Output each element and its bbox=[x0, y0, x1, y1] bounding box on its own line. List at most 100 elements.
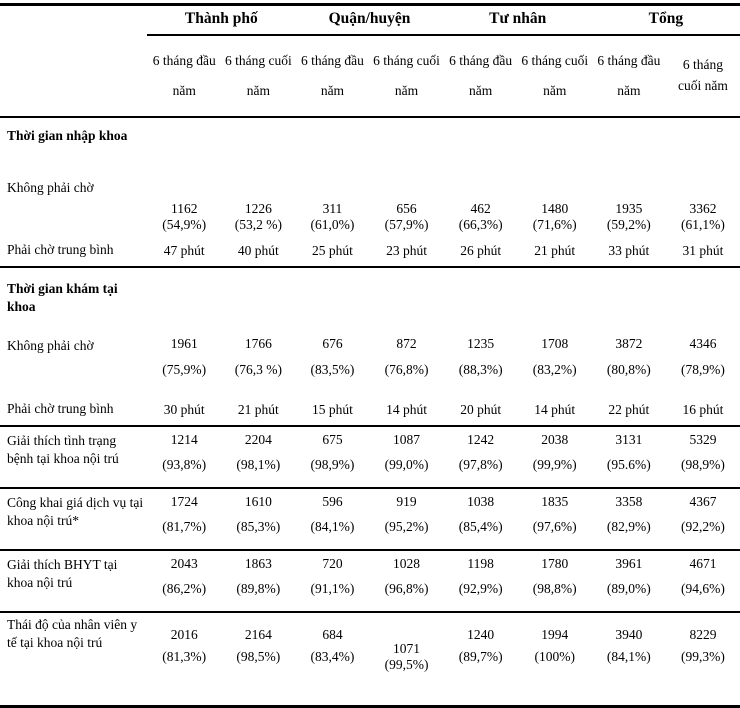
cell-percent: (85,4%) bbox=[458, 518, 503, 534]
cell-percent: (81,3%) bbox=[162, 648, 207, 664]
data-cell: 311 (61,0%) bbox=[295, 177, 369, 236]
cell-percent: (78,9%) bbox=[681, 361, 725, 377]
cell-percent: (98,9%) bbox=[681, 456, 725, 472]
data-cell: 1863 (89,8%) bbox=[221, 549, 296, 613]
cell-count: 3358 bbox=[615, 493, 643, 509]
subheader: 6 tháng cuối năm bbox=[665, 34, 740, 118]
cell-percent: (92,9%) bbox=[458, 580, 503, 596]
data-cell: 47 phút bbox=[147, 235, 222, 268]
data-cell: 16 phút bbox=[665, 394, 740, 427]
data-cell: 1214 (93,8%) bbox=[147, 425, 222, 489]
cell-count: 1480 bbox=[541, 200, 569, 216]
data-cell: 2164 (98,5%) bbox=[221, 612, 295, 707]
cell-count: 1235 bbox=[467, 335, 495, 351]
cell-count: 1994 bbox=[541, 626, 569, 642]
data-cell: 1071 (99,5%) bbox=[369, 612, 443, 707]
data-row: Giải thích BHYT tại khoa nội trú 2043 (86,… bbox=[0, 549, 740, 613]
data-cell: 3131 (95.6%) bbox=[591, 425, 666, 489]
data-cell: 23 phút bbox=[369, 235, 444, 268]
cell-percent: (97,8%) bbox=[458, 456, 503, 472]
group-header-tong: Tổng bbox=[591, 4, 740, 36]
data-cell: 21 phút bbox=[221, 394, 296, 427]
data-cell: 2043 (86,2%) bbox=[147, 549, 222, 613]
cell-percent: (76,3 %) bbox=[234, 361, 282, 377]
data-cell: 1162 (54,9%) bbox=[147, 177, 221, 236]
data-cell: 1198 (92,9%) bbox=[443, 549, 518, 613]
cell-count: 2164 bbox=[244, 626, 272, 642]
subheader: 6 tháng cuối năm bbox=[221, 34, 296, 118]
cell-percent: (80,8%) bbox=[606, 361, 651, 377]
cell-percent: (94,6%) bbox=[681, 580, 725, 596]
cell-count: 311 bbox=[322, 200, 343, 216]
cell-count: 3872 bbox=[615, 335, 643, 351]
cell-percent: (99,3%) bbox=[681, 648, 725, 664]
group-header-quan-huyen: Quận/huyện bbox=[295, 4, 444, 36]
data-cell: 14 phút bbox=[517, 394, 592, 427]
cell-count: 2043 bbox=[170, 555, 198, 571]
cell-count: 3961 bbox=[615, 555, 643, 571]
data-row: Không phải chờ 1961 (75,9%) 1766 (76,3 %) 676… bbox=[0, 330, 740, 395]
data-cell: 3358 (82,9%) bbox=[591, 487, 666, 551]
cell-count: 4346 bbox=[689, 335, 717, 351]
cell-count: 1863 bbox=[244, 555, 272, 571]
cell-count: 2038 bbox=[541, 431, 569, 447]
cell-count: 4367 bbox=[689, 493, 717, 509]
section-header-row: Thời gian nhập khoa bbox=[0, 117, 740, 177]
data-cell: 4367 (92,2%) bbox=[665, 487, 740, 551]
data-row: Công khai giá dịch vụ tại khoa nội trú* 1… bbox=[0, 487, 740, 551]
data-cell: 2016 (81,3%) bbox=[147, 612, 221, 707]
cell-percent: (88,3%) bbox=[458, 361, 503, 377]
data-cell: 2204 (98,1%) bbox=[221, 425, 296, 489]
cell-percent: (86,2%) bbox=[162, 580, 207, 596]
cell-percent: (99,0%) bbox=[384, 456, 429, 472]
hospital-wait-time-table: Thành phố Quận/huyện Tư nhân Tổng 6 thán… bbox=[0, 3, 740, 708]
cell-percent: (76,8%) bbox=[384, 361, 429, 377]
row-label: Không phải chờ bbox=[7, 337, 94, 353]
cell-count: 596 bbox=[322, 493, 343, 509]
cell-percent: (89,8%) bbox=[236, 580, 281, 596]
row-label: Công khai giá dịch vụ tại khoa nội trú* bbox=[0, 487, 148, 551]
cell-count: 1028 bbox=[393, 555, 421, 571]
cell-count: 5329 bbox=[689, 431, 717, 447]
row-label: Thái độ của nhân viên y tế tại khoa nội … bbox=[7, 616, 138, 650]
cell-percent: (98,5%) bbox=[236, 648, 281, 664]
group-header-thanh-pho: Thành phố bbox=[147, 4, 296, 36]
subheader-text: 6 tháng cuối năm bbox=[678, 57, 728, 93]
cell-count: 1766 bbox=[244, 335, 272, 351]
cell-percent: (98,1%) bbox=[236, 456, 281, 472]
cell-percent: (61,0%) bbox=[310, 216, 355, 232]
cell-percent: (59,2%) bbox=[606, 216, 651, 232]
cell-count: 1038 bbox=[467, 493, 495, 509]
data-cell: 15 phút bbox=[295, 394, 370, 427]
cell-count: 656 bbox=[396, 200, 417, 216]
cell-count: 8229 bbox=[689, 626, 717, 642]
cell-percent: (91,1%) bbox=[310, 580, 355, 596]
subheader: 6 tháng đầu năm bbox=[591, 34, 666, 118]
data-cell: 656 (57,9%) bbox=[369, 177, 443, 236]
data-cell: 33 phút bbox=[591, 235, 666, 268]
cell-count: 872 bbox=[396, 335, 417, 351]
cell-count: 1087 bbox=[393, 431, 421, 447]
cell-count: 3362 bbox=[689, 200, 717, 216]
cell-count: 1780 bbox=[541, 555, 569, 571]
cell-percent: (84,1%) bbox=[310, 518, 355, 534]
row-label: Phải chờ trung bình bbox=[0, 235, 148, 268]
data-cell: 919 (95,2%) bbox=[369, 487, 444, 551]
cell-count: 1610 bbox=[244, 493, 272, 509]
cell-percent: (66,3%) bbox=[458, 216, 503, 232]
data-cell: 1038 (85,4%) bbox=[443, 487, 518, 551]
cell-percent: (83,5%) bbox=[310, 361, 355, 377]
cell-percent: (75,9%) bbox=[162, 361, 207, 377]
data-cell: 1028 (96,8%) bbox=[369, 549, 444, 613]
cell-percent: (53,2 %) bbox=[234, 216, 282, 232]
cell-percent: (97,6%) bbox=[532, 518, 577, 534]
cell-percent: (96,8%) bbox=[384, 580, 429, 596]
cell-percent: (85,3%) bbox=[236, 518, 281, 534]
data-cell: 720 (91,1%) bbox=[295, 549, 370, 613]
data-row: Thái độ của nhân viên y tế tại khoa nội … bbox=[0, 612, 740, 707]
data-cell: 872 (76,8%) bbox=[369, 330, 443, 395]
cell-count: 3940 bbox=[615, 626, 643, 642]
data-cell: 4346 (78,9%) bbox=[666, 330, 740, 395]
cell-percent: (95.6%) bbox=[606, 456, 651, 472]
cell-count: 1242 bbox=[467, 431, 495, 447]
